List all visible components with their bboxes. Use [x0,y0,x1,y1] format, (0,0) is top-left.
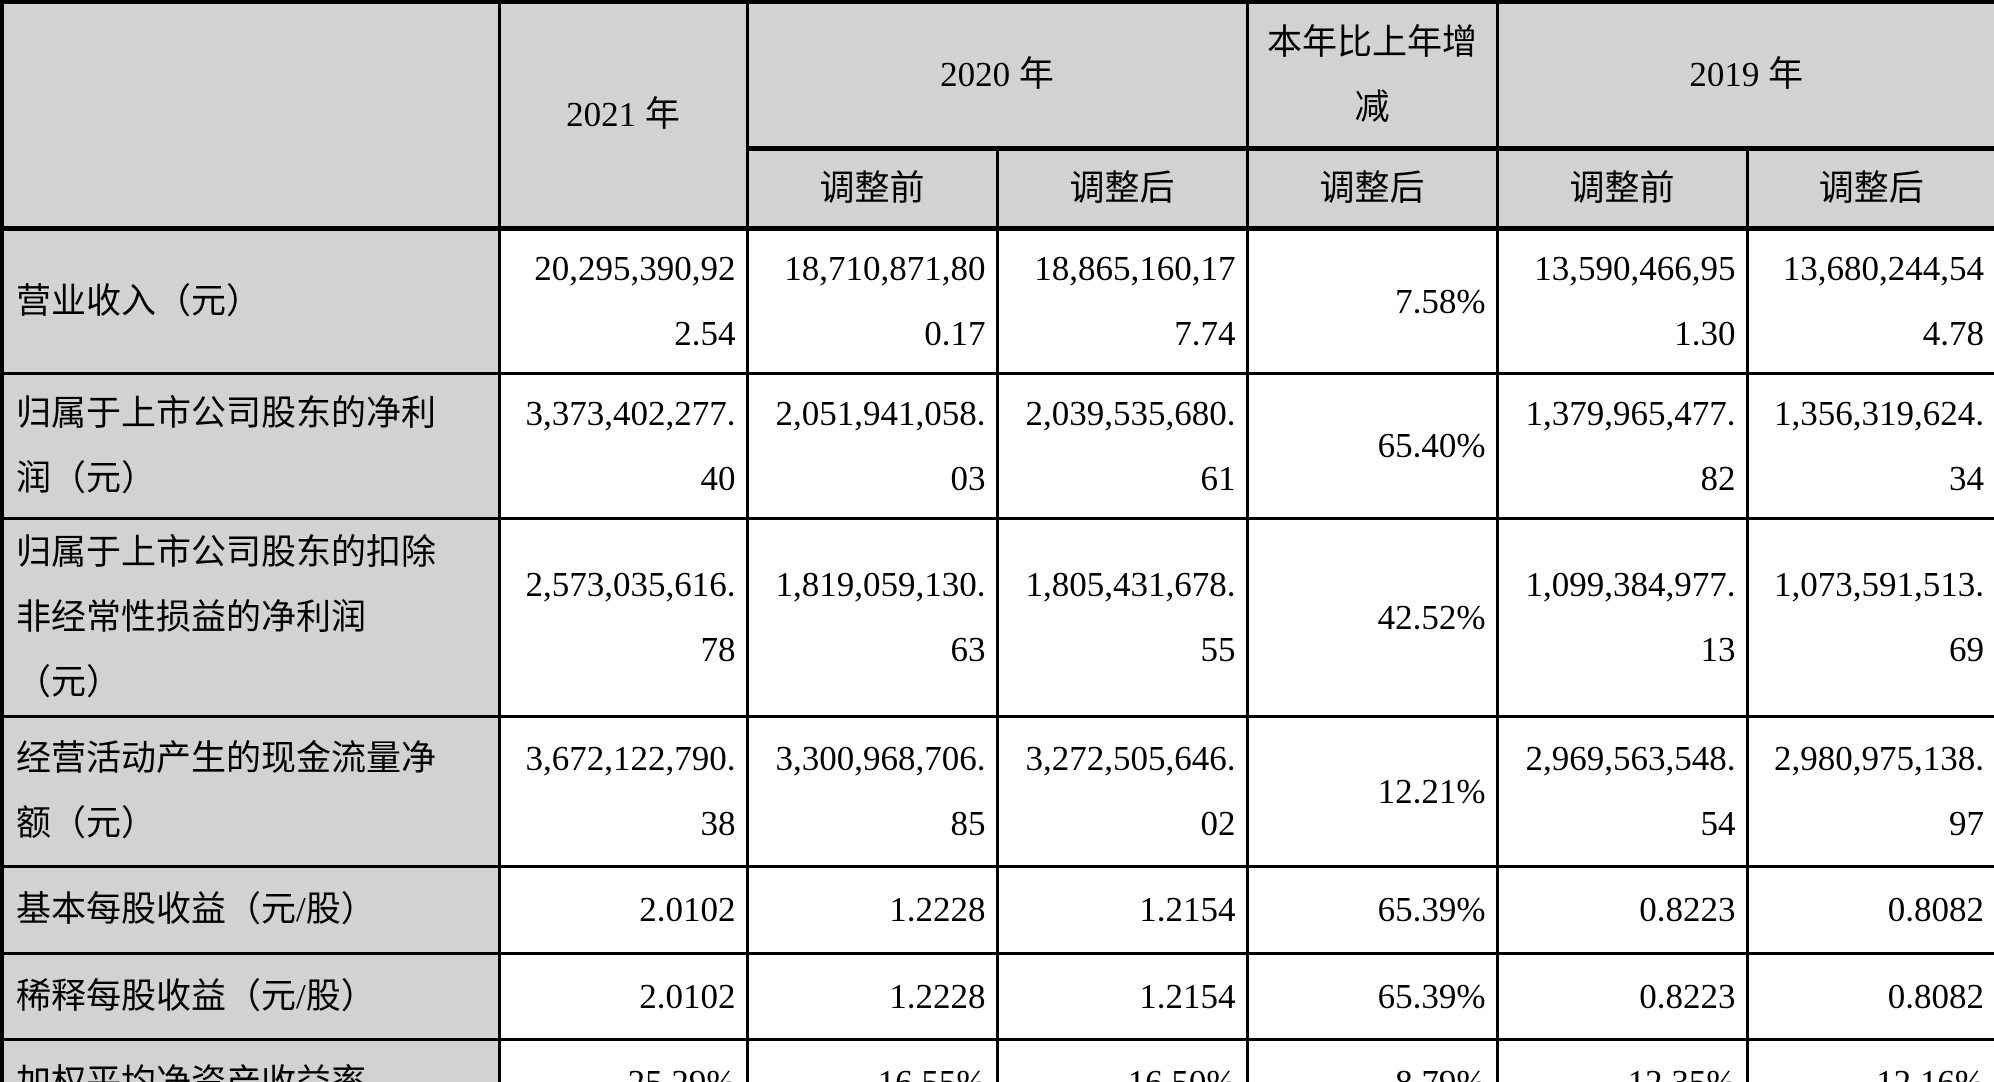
cell-change: 65.39% [1245,864,1499,955]
cell-2020-post: 16.50% [995,1037,1249,1082]
table-row-diluted-eps: 稀释每股收益（元/股） 2.0102 1.2228 1.2154 65.39% … [0,951,1994,1041]
header-row-adjustment: 调整前 调整后 调整后 调整前 调整后 [2,146,1994,231]
sub-header-2020-post: 调整后 [995,146,1249,231]
cell-change: 12.21% [1245,714,1499,868]
cell-2020-pre: 1.2228 [745,864,999,955]
cell-2020-post: 1.2154 [995,951,1249,1041]
row-label: 营业收入（元） [0,226,501,375]
cell-2019-post: 12.16% [1745,1037,1994,1082]
cell-2020-post: 1.2154 [995,864,1249,955]
cell-change: 8.79% [1245,1037,1499,1082]
cell-2019-pre: 2,969,563,548.54 [1495,714,1749,868]
cell-2019-post: 0.8082 [1745,951,1994,1041]
cell-change: 7.58% [1245,226,1499,375]
cell-2019-post: 13,680,244,544.78 [1745,226,1994,375]
row-label: 经营活动产生的现金流量净额（元） [0,714,501,868]
cell-change: 65.39% [1245,951,1499,1041]
cell-2020-post: 1,805,431,678.55 [995,516,1249,718]
cell-2021: 2,573,035,616.78 [497,516,749,718]
cell-2019-post: 1,073,591,513.69 [1745,516,1994,718]
cell-change: 65.40% [1245,371,1499,520]
cell-2020-post: 3,272,505,646.02 [995,714,1249,868]
cell-2020-pre: 18,710,871,800.17 [745,226,999,375]
cell-2021: 25.29% [497,1037,749,1082]
sub-header-change-post: 调整后 [1245,146,1499,231]
cell-2019-pre: 12.35% [1495,1037,1749,1082]
year-2021-header: 2021 年 [497,0,749,231]
yoy-change-header: 本年比上年增减 [1245,0,1499,151]
cell-2021: 3,672,122,790.38 [497,714,749,868]
cell-2020-pre: 1.2228 [745,951,999,1041]
cell-2019-post: 0.8082 [1745,864,1994,955]
cell-2021: 2.0102 [497,864,749,955]
cell-2019-pre: 1,379,965,477.82 [1495,371,1749,520]
cell-2020-pre: 2,051,941,058.03 [745,371,999,520]
cell-2020-pre: 3,300,968,706.85 [745,714,999,868]
year-2019-header: 2019 年 [1495,0,1994,151]
cell-2019-pre: 1,099,384,977.13 [1495,516,1749,718]
cell-2021: 20,295,390,922.54 [497,226,749,375]
table-row-net-profit: 归属于上市公司股东的净利润（元） 3,373,402,277.40 2,051,… [0,371,1994,520]
cell-2020-pre: 16.55% [745,1037,999,1082]
row-label: 归属于上市公司股东的净利润（元） [0,371,501,520]
table-row-deducted-net-profit: 归属于上市公司股东的扣除非经常性损益的净利润（元） 2,573,035,616.… [0,516,1994,718]
row-label: 基本每股收益（元/股） [0,864,501,955]
year-2020-header: 2020 年 [745,0,1249,151]
row-label: 归属于上市公司股东的扣除非经常性损益的净利润（元） [0,516,501,718]
cell-2019-pre: 0.8223 [1495,864,1749,955]
cell-2019-pre: 13,590,466,951.30 [1495,226,1749,375]
table-row-basic-eps: 基本每股收益（元/股） 2.0102 1.2228 1.2154 65.39% … [0,864,1994,955]
cell-2019-post: 1,356,319,624.34 [1745,371,1994,520]
sub-header-2020-pre: 调整前 [745,146,999,231]
cell-2020-post: 2,039,535,680.61 [995,371,1249,520]
row-label: 加权平均净资产收益率 [0,1037,501,1082]
cell-change: 42.52% [1245,516,1499,718]
cell-2020-pre: 1,819,059,130.63 [745,516,999,718]
cell-2020-post: 18,865,160,177.74 [995,226,1249,375]
table-row-weighted-roe: 加权平均净资产收益率 25.29% 16.55% 16.50% 8.79% 12… [0,1037,1994,1082]
cell-2021: 2.0102 [497,951,749,1041]
cell-2019-pre: 0.8223 [1495,951,1749,1041]
corner-header-cell [0,0,501,231]
cell-2021: 3,373,402,277.40 [497,371,749,520]
table-row-revenue: 营业收入（元） 20,295,390,922.54 18,710,871,800… [0,226,1994,375]
row-label: 稀释每股收益（元/股） [0,951,501,1041]
table-row-operating-cash-flow: 经营活动产生的现金流量净额（元） 3,672,122,790.38 3,300,… [0,714,1994,868]
cell-2019-post: 2,980,975,138.97 [1745,714,1994,868]
sub-header-2019-pre: 调整前 [1495,146,1749,231]
sub-header-2019-post: 调整后 [1745,146,1994,231]
header-row-years: 2021 年 2020 年 本年比上年增减 2019 年 [0,0,1994,231]
